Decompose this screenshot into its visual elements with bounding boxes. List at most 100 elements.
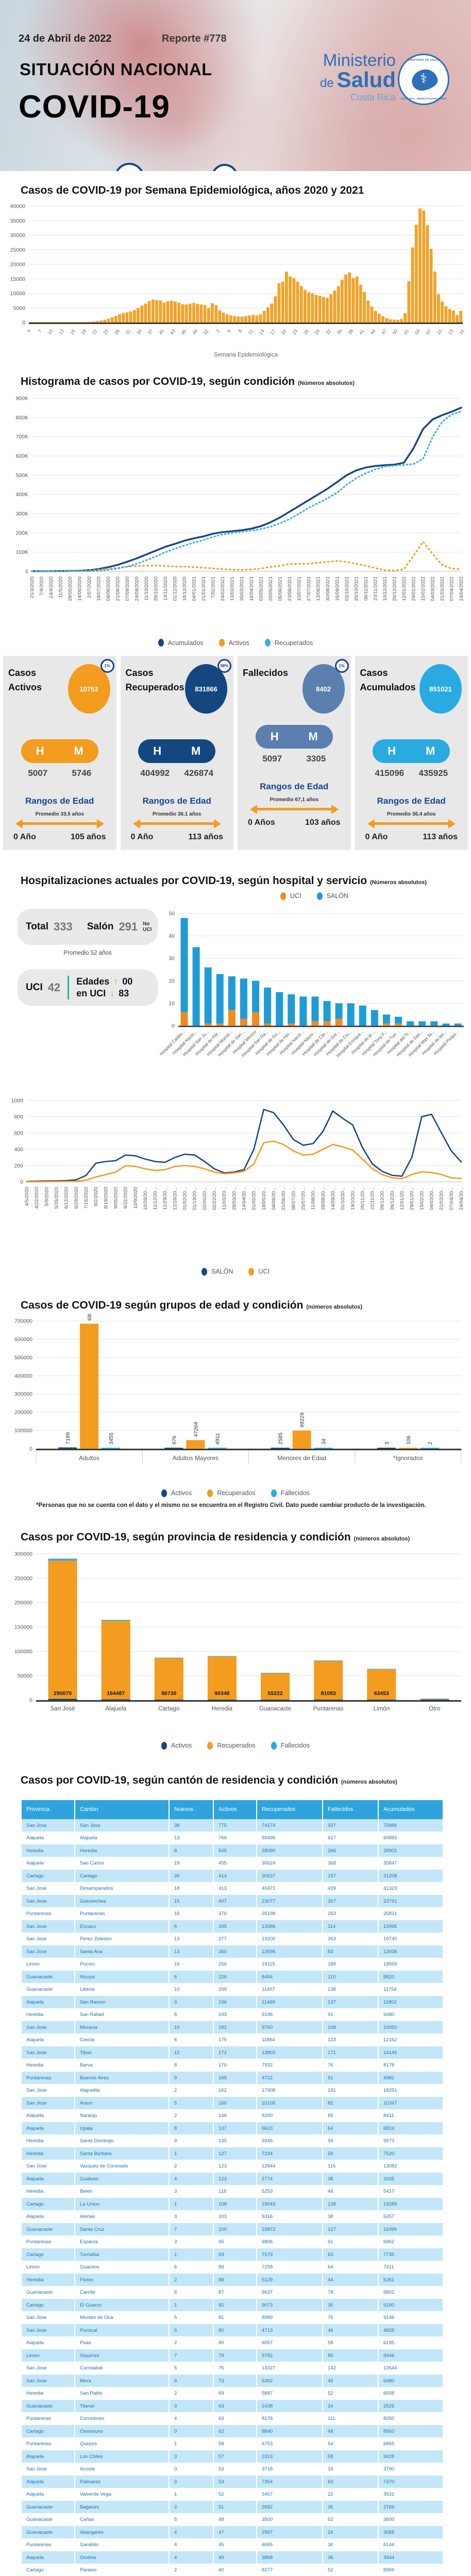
x-tick-label: 6/29/2020 xyxy=(74,1187,79,1209)
x-tick-label: 14/09/20... xyxy=(330,1187,336,1210)
table-row: Guanacaste Liberia 10 209 11407 138 11754 xyxy=(22,1983,444,1996)
y-tick-label: 600 xyxy=(14,1130,23,1136)
table-cell: 36 xyxy=(323,2500,379,2514)
bar-salon xyxy=(228,976,236,1010)
bar xyxy=(162,302,166,323)
table-cell: Palmares xyxy=(75,2475,170,2488)
table-cell: San Carlos xyxy=(75,1857,170,1870)
bar xyxy=(400,319,403,323)
h-label: H xyxy=(36,744,44,757)
table-cell: Santa Ana xyxy=(75,1945,170,1958)
y-tick-label: 0 xyxy=(172,1023,175,1029)
bar-salon xyxy=(442,1023,450,1026)
table-cell: 110 xyxy=(323,1970,379,1984)
y-tick-label: 400 xyxy=(14,1146,23,1153)
section-hospitalizations: Hospitalizaciones actuales por COVID-19,… xyxy=(0,875,471,1095)
table-cell: 13 xyxy=(169,1933,214,1945)
bar-uci xyxy=(180,1012,188,1026)
x-tick-label: 8/2/2020 xyxy=(93,1187,99,1206)
table-cell: Guanacaste xyxy=(22,2526,75,2539)
age-max: 103 años xyxy=(305,818,341,827)
table-cell: 123 xyxy=(213,2160,257,2173)
legend-item-salón: SALÓN xyxy=(316,892,348,900)
legend-label: Activos xyxy=(228,639,249,647)
bar xyxy=(329,294,333,323)
bar xyxy=(151,299,155,323)
table-cell: Limon xyxy=(22,2261,75,2274)
x-tick-label: 34 xyxy=(136,328,143,335)
bar-total-label: 290070 xyxy=(54,1690,72,1697)
table-cell: Heredia xyxy=(22,2134,75,2147)
table-row: San Jose Alajuelita 2 162 17908 181 18251 xyxy=(22,2084,444,2097)
table-cell: 52 xyxy=(323,2387,379,2400)
condition-line-chart: 0 100K 200K 300K 400K 500K 600K 700K 800K 900K 21/… xyxy=(0,390,471,639)
card-title: Casos Acumulados xyxy=(360,668,416,692)
table-cell: Heredia xyxy=(22,2273,75,2286)
x-tick-label: 18/07/2020 xyxy=(96,577,102,601)
table-cell: 8200 xyxy=(257,2109,323,2122)
table-cell: 19740 xyxy=(378,1933,444,1945)
y-tick-label: 100000 xyxy=(14,1649,32,1655)
x-tick-label: 52 xyxy=(203,328,210,335)
x-tick-label: 10 xyxy=(436,328,443,335)
bar-value-label: 685267 xyxy=(87,1314,93,1320)
table-cell: Moravia xyxy=(75,2021,170,2034)
x-tick-label: 24/04/2022 xyxy=(459,577,464,601)
age-footnote: *Personas que no se cuenta con el dato y… xyxy=(36,1502,426,1509)
table-cell: 2774 xyxy=(257,2172,323,2185)
promedio-label: Promedio 67,1 años xyxy=(270,796,318,803)
table-cell: 1 xyxy=(169,2197,214,2211)
rangos-label: Rangos de Edad xyxy=(142,795,211,806)
table-cell: 263 xyxy=(323,1933,379,1945)
x-tick-label: 04 xyxy=(414,328,421,335)
table-cell: 7334 xyxy=(257,2147,323,2160)
bar-value-label: 7189 xyxy=(65,1432,71,1445)
legend-marker-icon xyxy=(207,1489,213,1497)
table-cell: 7735 xyxy=(378,2248,444,2261)
edades-label-1: Edades xyxy=(76,976,110,987)
table-cell: Abangares xyxy=(75,2526,170,2539)
x-tick-label: 50 xyxy=(392,328,399,335)
bar xyxy=(55,322,58,323)
x-tick-label: 4 xyxy=(26,328,31,333)
x-tick-label: 47 xyxy=(380,328,388,335)
bar-uci xyxy=(216,1023,224,1026)
table-cell: 89 xyxy=(213,2261,257,2274)
percent-badge: 1% xyxy=(334,659,349,673)
table-cell: 6195 xyxy=(378,2336,444,2349)
x-tick-label: 06/11/2021 xyxy=(363,577,369,601)
table-cell: Alajuela xyxy=(22,2109,75,2122)
edades-label-2: en UCI xyxy=(76,988,106,998)
table-cell: 19043 xyxy=(257,2197,323,2211)
category-label: Adultos xyxy=(79,1454,99,1462)
table-row: Alajuela Los Chiles 3 57 3313 58 3428 xyxy=(22,2450,444,2463)
bar-activos xyxy=(48,1699,77,1700)
x-tick-label: 14/06/2020 xyxy=(77,577,83,601)
table-cell: San Jose xyxy=(22,1819,75,1832)
table-cell: 10872 xyxy=(257,2223,323,2236)
table-cell: 146 xyxy=(213,2109,257,2122)
bar xyxy=(144,303,147,323)
x-tick-label: 26 xyxy=(302,328,310,335)
table-cell: 2769 xyxy=(378,2500,444,2514)
table-cell: Alajuela xyxy=(22,2450,75,2463)
table-cell: San Jose xyxy=(22,1933,75,1945)
table-cell: Belen xyxy=(75,2185,170,2198)
arrow-up-icon: ↑ xyxy=(113,976,119,987)
table-cell: 6865 xyxy=(378,2437,444,2450)
y-tick-label: 20000 xyxy=(10,262,25,268)
x-tick-label: 7 xyxy=(37,328,43,333)
table-row: Limon Siquirres 7 79 9782 85 9946 xyxy=(22,2349,444,2362)
legend-marker-icon xyxy=(201,1267,208,1276)
y-tick-label: 800 xyxy=(14,1114,23,1120)
category-label: Cartago xyxy=(158,1706,179,1712)
bar xyxy=(326,297,329,323)
y-tick-label: 150000 xyxy=(14,1624,32,1630)
series-acumulados xyxy=(31,406,462,572)
legend-item-activos: Activos xyxy=(218,639,249,647)
table-cell: 9345 xyxy=(257,2134,323,2147)
table-cell: 9573 xyxy=(378,2134,444,2147)
x-tick-label: 01/05/20... xyxy=(251,1187,257,1210)
table-cell: 23791 xyxy=(378,1894,444,1908)
table-cell: Heredia xyxy=(22,2387,75,2400)
